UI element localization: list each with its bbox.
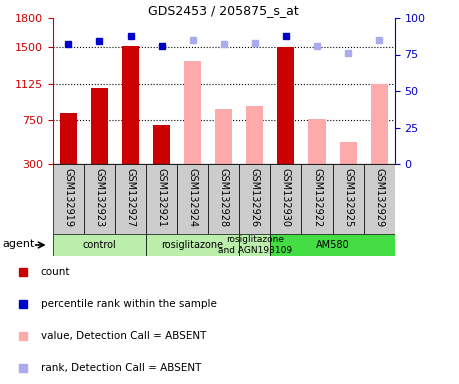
Bar [53,164,84,234]
Bar [302,164,333,234]
Text: GSM132927: GSM132927 [125,167,135,227]
Bar [115,164,146,234]
Text: GSM132926: GSM132926 [250,167,260,227]
Text: GSM132923: GSM132923 [95,167,104,227]
Bar [277,47,295,164]
Bar [239,234,270,256]
Bar [91,88,108,164]
Text: GSM132930: GSM132930 [281,167,291,227]
Bar [146,234,239,256]
Bar [246,106,263,164]
Bar [333,164,364,234]
Bar [60,113,77,164]
Bar [122,46,139,164]
Bar [177,164,208,234]
Bar [153,125,170,164]
Text: rosiglitazone
and AGN193109: rosiglitazone and AGN193109 [218,235,292,255]
Text: GSM132929: GSM132929 [374,167,384,227]
Text: rosiglitazone: rosiglitazone [162,240,224,250]
Text: GSM132928: GSM132928 [219,167,229,227]
Bar [308,119,325,164]
Text: control: control [83,240,116,250]
Text: agent: agent [3,239,35,249]
Bar [184,61,201,164]
Bar [53,234,146,256]
Bar [208,164,239,234]
Bar [239,164,270,234]
Text: value, Detection Call = ABSENT: value, Detection Call = ABSENT [41,331,206,341]
Bar [270,164,302,234]
Text: percentile rank within the sample: percentile rank within the sample [41,299,217,309]
Text: GSM132919: GSM132919 [63,167,73,227]
Bar [84,164,115,234]
Text: GSM132921: GSM132921 [157,167,167,227]
Text: count: count [41,267,70,277]
Text: GSM132922: GSM132922 [312,167,322,227]
Bar [340,142,357,164]
Text: GSM132925: GSM132925 [343,167,353,227]
Bar [215,109,232,164]
Bar [146,164,177,234]
Text: AM580: AM580 [316,240,349,250]
Title: GDS2453 / 205875_s_at: GDS2453 / 205875_s_at [148,4,299,17]
Bar [371,84,388,164]
Bar [364,164,395,234]
Bar [270,234,395,256]
Text: GSM132924: GSM132924 [188,167,198,227]
Text: rank, Detection Call = ABSENT: rank, Detection Call = ABSENT [41,363,201,373]
